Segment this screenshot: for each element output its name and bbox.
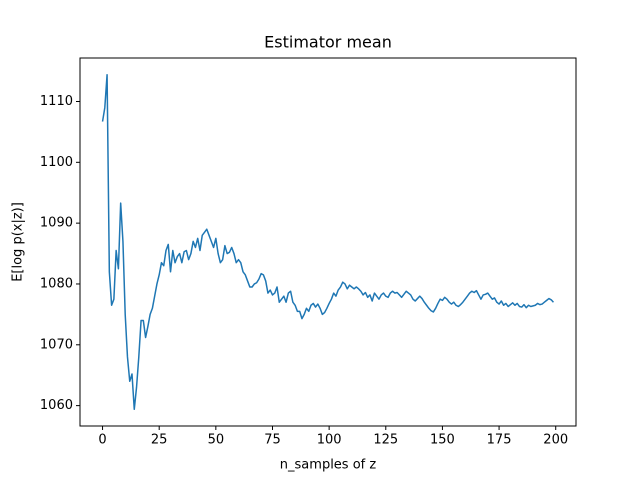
x-tick-label: 175 — [487, 433, 512, 448]
x-tick-label: 150 — [430, 433, 455, 448]
line — [101, 73, 554, 411]
y-tick-label: 1060 — [40, 398, 73, 413]
axes-frame — [79, 57, 577, 427]
x-tick-label: 200 — [543, 433, 568, 448]
x-tick-label: 0 — [98, 433, 106, 448]
y-axis-label: E[log p(x|z)] — [11, 202, 26, 282]
x-tick-label: 100 — [317, 433, 342, 448]
x-tick-label: 25 — [151, 433, 168, 448]
x-tick-label: 125 — [373, 433, 398, 448]
x-axis-label: n_samples of z — [280, 458, 377, 473]
y-tick-label: 1090 — [40, 216, 73, 231]
y-tick-label: 1080 — [40, 276, 73, 291]
y-tick-label: 1100 — [40, 155, 73, 170]
y-tick-label: 1070 — [40, 337, 73, 352]
x-tick-label: 75 — [264, 433, 281, 448]
y-tick-label: 1110 — [40, 94, 73, 109]
chart-title: Estimator mean — [264, 33, 392, 52]
x-tick-label: 50 — [208, 433, 225, 448]
